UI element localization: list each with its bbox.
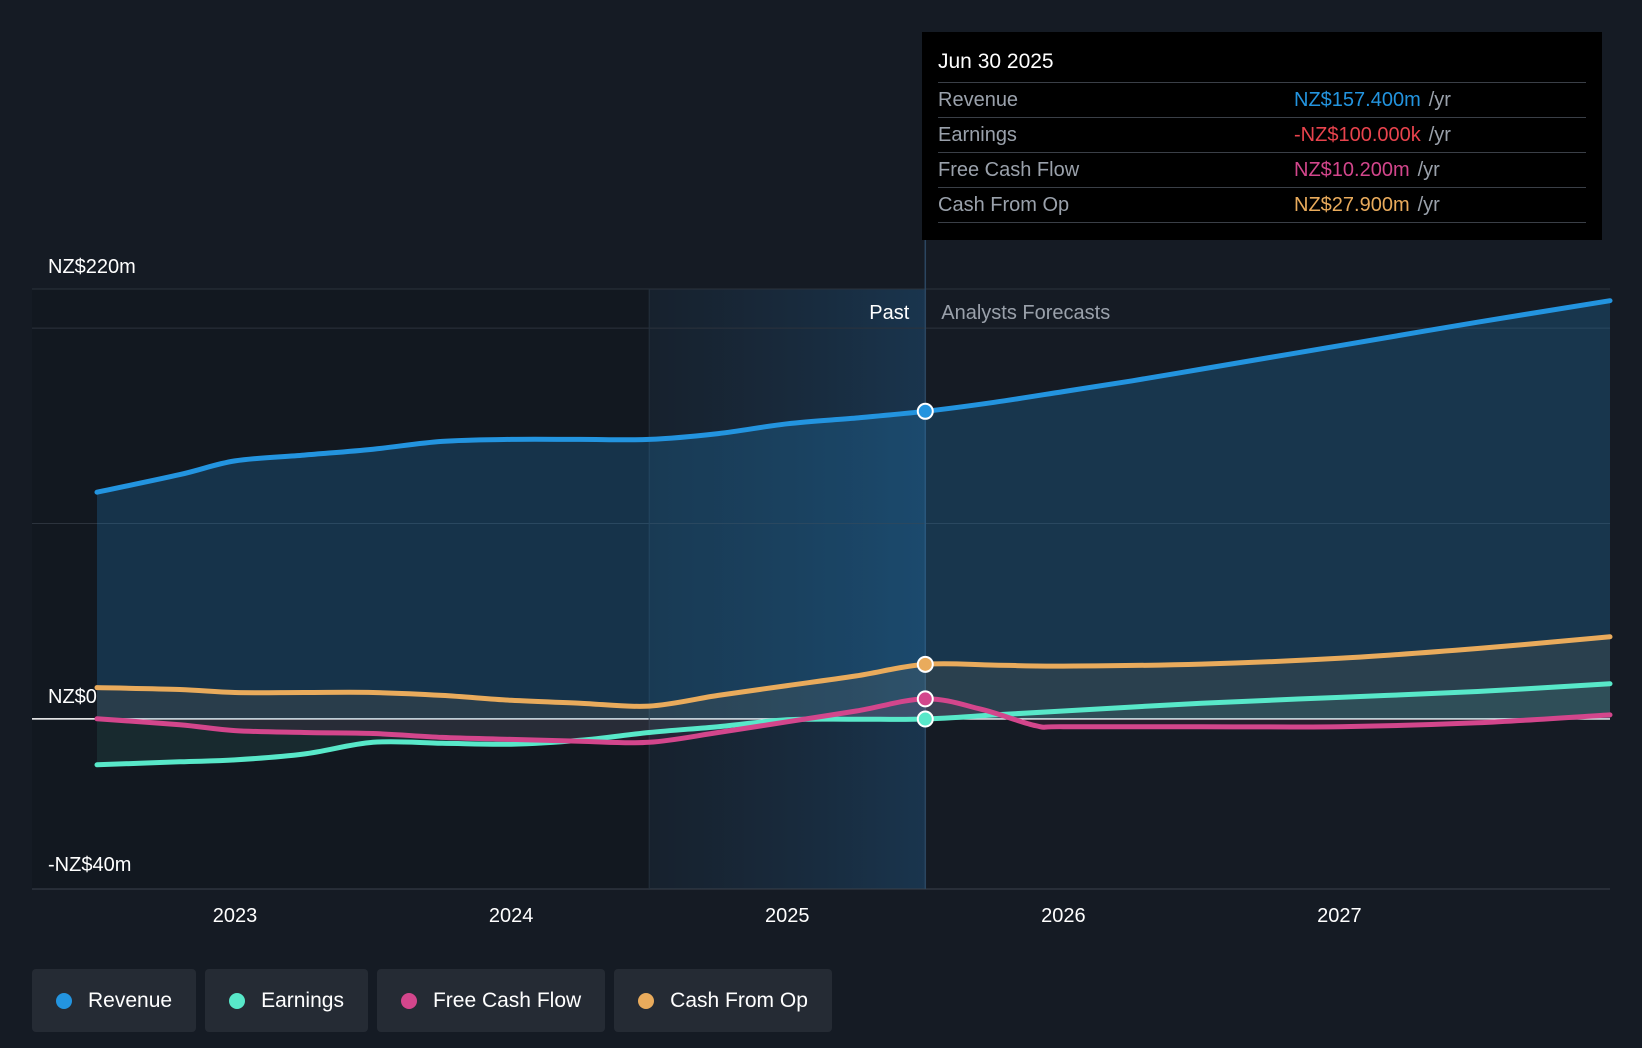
tooltip-row-value: NZ$157.400m	[1294, 89, 1421, 111]
legend-label: Revenue	[88, 988, 173, 1012]
x-tick-label: 2025	[765, 905, 810, 927]
x-tick-label: 2023	[213, 905, 258, 927]
tooltip-row-unit: /yr	[1417, 194, 1440, 216]
earnings-line	[94, 681, 1613, 768]
past-region-highlight	[649, 289, 926, 889]
y-axis-label: -NZ$40m	[48, 854, 131, 876]
legend-item-cash-from-op[interactable]: Cash From Op	[614, 969, 832, 1032]
revenue-dot-icon	[56, 992, 72, 1009]
x-tick-label: 2024	[489, 905, 534, 927]
tooltip-row-value: -NZ$100.000k	[1294, 124, 1421, 146]
forecast-label: Analysts Forecasts	[941, 302, 1110, 324]
tooltip-row-label: Earnings	[938, 124, 1017, 146]
tooltip-row-free-cash-flow: Free Cash Flow NZ$10.200m /yr	[938, 153, 1586, 188]
y-axis-label: NZ$0	[48, 686, 97, 708]
tooltip-panel: Jun 30 2025 Revenue NZ$157.400m /yr Earn…	[922, 32, 1602, 240]
free-cash-flow-point-marker	[916, 690, 934, 708]
cash-from-op-point-marker	[916, 655, 934, 673]
x-tick-label: 2027	[1317, 905, 1362, 927]
tooltip-row-value: NZ$10.200m	[1294, 159, 1410, 181]
free-cash-flow-line	[94, 696, 1613, 746]
revenue-area	[97, 300, 1610, 719]
tooltip-row-revenue: Revenue NZ$157.400m /yr	[938, 83, 1586, 118]
y-axis-label: NZ$220m	[48, 256, 136, 278]
legend-label: Cash From Op	[670, 988, 808, 1012]
earnings-dot-icon	[229, 992, 246, 1009]
legend-item-free-cash-flow[interactable]: Free Cash Flow	[376, 969, 606, 1032]
tooltip-row-label: Free Cash Flow	[938, 159, 1080, 181]
legend-label: Free Cash Flow	[432, 988, 582, 1012]
legend: Revenue Earnings Free Cash Flow Cash Fro…	[32, 969, 832, 1032]
legend-label: Earnings	[261, 988, 344, 1012]
past-region-dark	[32, 289, 650, 889]
tooltip-row-cash-from-op: Cash From Op NZ$27.900m /yr	[938, 188, 1586, 223]
free-cash-flow-area	[97, 698, 1610, 743]
past-label: Past	[869, 302, 909, 324]
tooltip-row-unit: /yr	[1417, 159, 1440, 181]
tooltip-row-unit: /yr	[1428, 89, 1451, 111]
legend-item-earnings[interactable]: Earnings	[205, 969, 368, 1032]
tooltip-row-earnings: Earnings -NZ$100.000k /yr	[938, 118, 1586, 153]
tooltip-row-label: Revenue	[938, 89, 1019, 111]
earnings-point-marker	[916, 710, 934, 728]
tooltip-date: Jun 30 2025	[938, 46, 1586, 83]
tooltip-row-label: Cash From Op	[938, 194, 1070, 216]
cash-from-op-line	[94, 634, 1613, 709]
x-tick-label: 2026	[1041, 905, 1086, 927]
legend-item-revenue[interactable]: Revenue	[32, 969, 197, 1032]
cash-from-op-dot-icon	[638, 992, 655, 1009]
tooltip-row-unit: /yr	[1428, 124, 1451, 146]
free-cash-flow-dot-icon	[400, 992, 417, 1009]
revenue-point-marker	[916, 402, 934, 420]
revenue-line	[94, 298, 1613, 495]
tooltip-row-value: NZ$27.900m	[1294, 194, 1410, 216]
